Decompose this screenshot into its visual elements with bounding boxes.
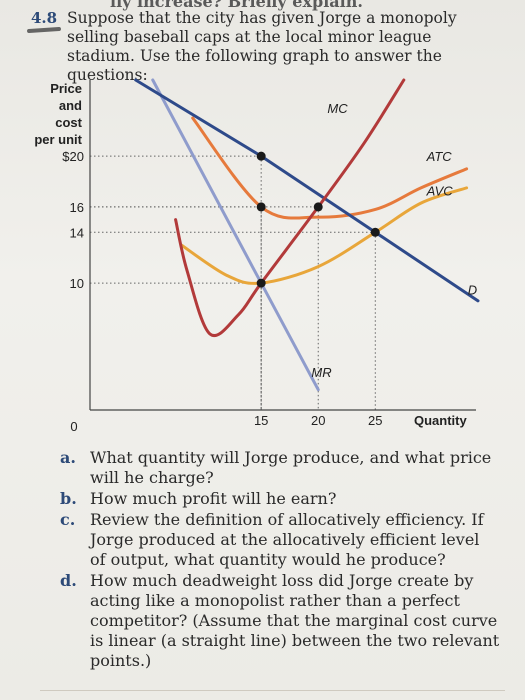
key-point (256, 202, 266, 212)
curve-label-atc: ATC (426, 149, 453, 164)
previous-question-fragment: lly increase? Briefly explain. (110, 0, 363, 11)
avc-curve (179, 186, 469, 285)
y-axis-label: Price and cost per unit (34, 81, 82, 147)
curve-label-mr: MR (311, 365, 331, 380)
part-c-letter: c. (60, 510, 76, 529)
y-tick-label: $20 (62, 149, 84, 164)
y-tick-label: 16 (70, 200, 84, 215)
key-point (313, 202, 323, 212)
tick-labels: $20 16 14 10 15 20 25 0 Quantity (62, 149, 467, 434)
atc-curve (191, 116, 469, 220)
key-point (370, 227, 380, 237)
y-axis-label-line: per unit (34, 132, 82, 147)
x-tick-label: 25 (368, 413, 382, 428)
y-axis-label-line: and (59, 98, 82, 113)
part-d: d. How much deadweight loss did Jorge cr… (60, 571, 500, 671)
origin-label: 0 (70, 419, 77, 434)
part-d-text: How much deadweight loss did Jorge creat… (90, 571, 500, 670)
part-b-text: How much profit will he earn? (90, 489, 337, 508)
key-points (256, 151, 380, 288)
d-curve (134, 78, 480, 303)
key-point (256, 278, 266, 288)
part-c-text: Review the definition of allocatively ef… (90, 510, 484, 569)
y-tick-label: 10 (70, 276, 84, 291)
mc-curve (174, 78, 406, 337)
dotted-guides (90, 155, 376, 410)
curve-label-mc: MC (327, 101, 348, 116)
part-b: b. How much profit will he earn? (60, 489, 500, 509)
curve-labels: MC ATC AVC D MR (311, 101, 477, 380)
x-tick-label: 15 (254, 413, 268, 428)
curves (134, 78, 480, 392)
part-a-letter: a. (60, 448, 76, 467)
part-d-letter: d. (60, 571, 77, 590)
part-a: a. What quantity will Jorge produce, and… (60, 448, 500, 488)
part-c: c. Review the definition of allocatively… (60, 510, 500, 570)
key-point (256, 151, 266, 161)
curve-label-d: D (468, 283, 477, 298)
x-axis-label: Quantity (414, 413, 467, 428)
page-bottom-rule (40, 690, 505, 691)
y-axis-label-line: cost (55, 115, 82, 130)
curve-label-avc: AVC (426, 184, 454, 199)
question-number: 4.8 (31, 9, 58, 27)
x-tick-label: 20 (311, 413, 325, 428)
y-axis-label-line: Price (50, 81, 82, 96)
part-a-text: What quantity will Jorge produce, and wh… (90, 448, 492, 487)
part-b-letter: b. (60, 489, 77, 508)
cost-curves-chart: Price and cost per unit $20 16 14 10 15 20 25 0 Qua… (34, 78, 480, 434)
axes (89, 80, 476, 411)
question-parts: a. What quantity will Jorge produce, and… (60, 448, 500, 672)
y-tick-label: 14 (70, 225, 84, 240)
question-text: Suppose that the city has given Jorge a … (67, 9, 457, 84)
